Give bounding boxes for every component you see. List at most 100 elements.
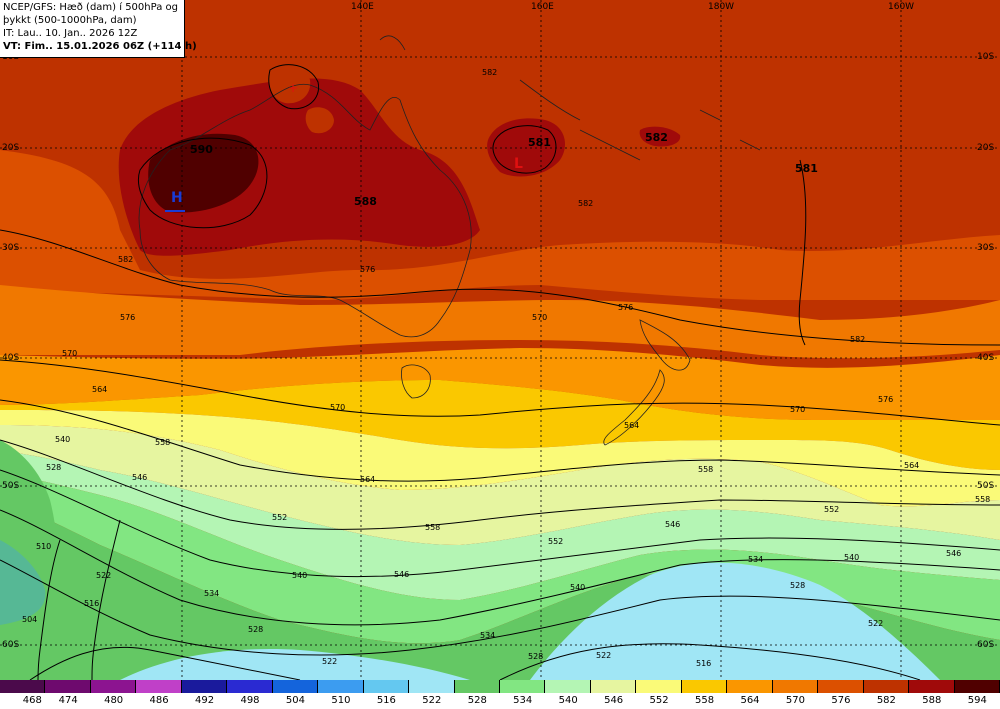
contour-label: 582	[482, 68, 497, 77]
colorbar-swatch	[909, 680, 955, 693]
colorbar-swatch	[545, 680, 591, 693]
lat-label-right: 60S	[977, 640, 995, 650]
colorbar-value-label: 582	[876, 695, 896, 706]
colorbar-legend: 468 474 480 486 492 498 504 510 516 522 528 534 540 5…	[0, 680, 1000, 709]
lon-label-140e: 140E	[351, 2, 374, 12]
colorbar-value-label: 576	[831, 695, 851, 706]
contour-label: 516	[696, 659, 711, 668]
colorbar-value-label: 474	[58, 695, 78, 706]
contour-label: 540	[844, 553, 859, 562]
contour-label: 570	[62, 349, 77, 358]
contour-label: 576	[878, 395, 893, 404]
contour-label: 522	[322, 657, 337, 666]
colorbar-value-label: 498	[240, 695, 260, 706]
contour-label: 570	[330, 403, 345, 412]
band-528-west	[0, 440, 58, 680]
colorbar-swatch	[227, 680, 273, 693]
forecast-info-box: NCEP/GFS: Hæð (dam) í 500hPa og þykkt (5…	[0, 0, 197, 58]
lat-label-left: 50S	[2, 481, 20, 491]
band-576	[0, 150, 1000, 300]
height-contours	[0, 64, 1000, 680]
contour-label: 522	[596, 651, 611, 660]
colorbar-value-label: 468	[22, 695, 42, 706]
colorbar-value-label: 486	[149, 695, 169, 706]
band-510-west	[0, 540, 46, 625]
colorbar-value-label: 516	[376, 695, 396, 706]
height-label: 588	[354, 195, 377, 208]
lat-label-right: 30S	[977, 243, 995, 253]
colorbar-value-label: 492	[194, 695, 215, 706]
colorbar-swatches	[0, 680, 1000, 693]
contour-label: 570	[532, 313, 547, 322]
contour-label: 546	[394, 570, 409, 579]
height-value-labels: 590 588 581 582 581	[190, 131, 818, 208]
colorbar-swatch	[500, 680, 546, 693]
info-model-title: NCEP/GFS: Hæð (dam) í 500hPa og	[3, 2, 178, 13]
contour-label: 528	[528, 652, 543, 661]
colorbar-value-label: 540	[558, 695, 578, 706]
band-546	[0, 425, 1000, 545]
band-558	[0, 380, 1000, 470]
contour-label: 570	[790, 405, 805, 414]
contour-label: 558	[425, 523, 440, 532]
info-valid-time: VT: Fim.. 15.01.2026 06Z (+114 h)	[3, 41, 197, 52]
contour-label: 528	[46, 463, 61, 472]
band-534	[0, 472, 1000, 644]
colorbar-swatch	[818, 680, 864, 693]
height-label: 581	[795, 162, 818, 175]
contour-label: 516	[84, 599, 99, 608]
colorbar-swatch	[136, 680, 182, 693]
colorbar-swatch	[454, 680, 500, 693]
contour-label: 564	[904, 461, 919, 470]
contour-label: 564	[92, 385, 107, 394]
band-540	[0, 450, 1000, 600]
contour-label: 552	[272, 513, 287, 522]
colorbar-value-label: 534	[513, 695, 533, 706]
contour-label: 582	[578, 199, 593, 208]
contour-label: 510	[36, 542, 51, 551]
height-label: 582	[645, 131, 668, 144]
colorbar-swatch	[636, 680, 682, 693]
colorbar-value-label: 588	[922, 695, 942, 706]
colorbar-value-label: 480	[104, 695, 124, 706]
core-588	[118, 78, 481, 256]
band-522	[530, 562, 940, 680]
contour-label: 552	[824, 505, 839, 514]
band-522-west	[120, 649, 470, 680]
lat-label-left: 60S	[2, 640, 20, 650]
colorbar-swatch	[863, 680, 910, 693]
colorbar-swatch	[363, 680, 410, 693]
contour-label: 534	[480, 631, 495, 640]
lon-label-180w: 180W	[708, 2, 735, 12]
lat-label-left: 20S	[2, 143, 20, 153]
contour-label: 528	[248, 625, 263, 634]
contour-label: 564	[624, 421, 639, 430]
contour-label: 576	[618, 303, 633, 312]
hole-582	[268, 65, 311, 104]
height-label: 590	[190, 143, 213, 156]
colorbar-value-label: 594	[967, 695, 987, 706]
contour-label: 522	[868, 619, 883, 628]
colorbar-value-label: 564	[740, 695, 760, 706]
core-594	[148, 133, 259, 213]
coastlines	[138, 35, 761, 446]
colorbar-swatch	[727, 680, 773, 693]
colorbar-swatch	[772, 680, 819, 693]
contour-label: 558	[698, 465, 713, 474]
thickness-height-map: 582 582 582 582 576 576 576 576 570 570 …	[0, 0, 1000, 680]
lat-label-right: 20S	[977, 143, 995, 153]
contour-label: 546	[132, 473, 147, 482]
colorbar-value-label: 570	[785, 695, 805, 706]
core-588-east	[487, 118, 565, 177]
colorbar-swatch	[45, 680, 91, 693]
contour-label: 504	[22, 615, 37, 624]
contour-label: 546	[665, 520, 680, 529]
contour-label: 534	[204, 589, 219, 598]
colorbar-swatch	[90, 680, 137, 693]
colorbar-value-label: 504	[285, 695, 305, 706]
colorbar-swatch	[954, 680, 1000, 693]
band-564	[0, 348, 1000, 420]
contour-label: 582	[850, 335, 865, 344]
contour-label: 582	[118, 255, 133, 264]
contour-label: 540	[570, 583, 585, 592]
